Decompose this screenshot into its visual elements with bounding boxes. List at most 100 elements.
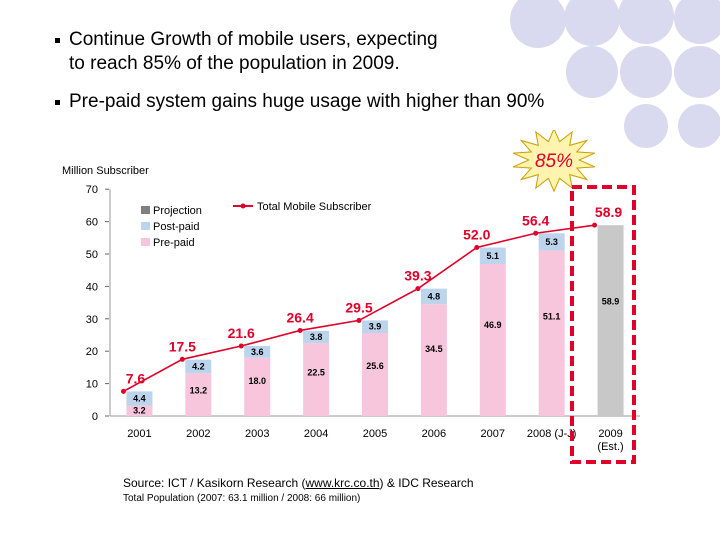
x-tick-label: 2009 xyxy=(598,428,622,440)
bar-postpaid xyxy=(479,247,506,265)
subscriber-chart: Million Subscriber 0 10 20 30 40 50 60 70 3.2 4.4 1… xyxy=(62,130,640,464)
total-value-label: 29.5 xyxy=(345,299,372,315)
prepaid-value-label: 13.2 xyxy=(190,385,208,395)
postpaid-value-label: 4.8 xyxy=(428,291,441,301)
total-value-label: 7.6 xyxy=(126,370,146,386)
bar-postpaid xyxy=(420,288,447,305)
bar-prepaid xyxy=(303,343,330,416)
circle-decor xyxy=(674,46,720,98)
decorative-circles xyxy=(510,0,720,148)
circle-decor xyxy=(620,46,672,98)
bar-prepaid xyxy=(479,264,506,416)
source-note: Source: ICT / Kasikorn Research (www.krc… xyxy=(123,476,474,490)
x-tick-label: 2002 xyxy=(186,428,210,440)
bullet-marker xyxy=(55,38,60,43)
y-tick-label: 40 xyxy=(86,281,98,293)
total-value-label: 56.4 xyxy=(522,212,549,228)
bullet-marker xyxy=(55,100,60,105)
bullet-item: Continue Growth of mobile users, expecti… xyxy=(55,28,715,76)
prepaid-value-label: 3.2 xyxy=(133,406,146,416)
circle-decor xyxy=(678,104,720,148)
circle-decor xyxy=(564,0,620,46)
bar-prepaid xyxy=(244,357,271,416)
bullet-list: Continue Growth of mobile users, expecti… xyxy=(55,28,715,128)
prepaid-value-label: 46.9 xyxy=(484,320,502,330)
bar-projection xyxy=(597,225,624,416)
total-point xyxy=(474,245,480,251)
legend-swatch-projection xyxy=(141,206,150,214)
source-link[interactable]: www.krc.co.th xyxy=(305,476,380,490)
y-tick-label: 50 xyxy=(86,249,98,261)
legend-label-total: Total Mobile Subscriber xyxy=(257,201,372,213)
prepaid-value-label: 51.1 xyxy=(543,312,561,322)
source-prefix: Source: ICT / Kasikorn Research ( xyxy=(123,476,306,490)
y-tick-label: 60 xyxy=(86,217,98,229)
bar-postpaid xyxy=(126,391,153,406)
total-population-note: Total Population (2007: 63.1 million / 2… xyxy=(123,493,361,504)
bar-postpaid xyxy=(362,320,388,334)
legend-swatch-postpaid xyxy=(141,222,150,230)
bar-postpaid xyxy=(244,346,271,358)
circle-decor xyxy=(674,0,720,44)
x-tick-label: 2008 (J-J) xyxy=(527,428,577,440)
bar-prepaid xyxy=(420,304,447,416)
prepaid-value-label: 34.5 xyxy=(425,344,443,354)
total-value-label: 21.6 xyxy=(228,325,255,341)
y-axis-title: Million Subscriber xyxy=(62,165,149,177)
prepaid-value-label: 22.5 xyxy=(307,367,325,377)
x-tick-label: 2001 xyxy=(127,428,151,440)
total-point xyxy=(120,388,126,394)
projection-highlight-box xyxy=(570,185,636,464)
postpaid-value-label: 5.3 xyxy=(545,237,558,247)
x-tick-label: 2007 xyxy=(481,428,505,440)
legend-label-projection: Projection xyxy=(153,205,202,217)
x-tick-label: 2003 xyxy=(245,428,269,440)
starburst-shape xyxy=(512,130,596,193)
bar-prepaid xyxy=(126,405,153,416)
total-value-label: 52.0 xyxy=(463,227,490,243)
bar-prepaid xyxy=(538,250,565,416)
postpaid-value-label: 4.2 xyxy=(192,361,205,371)
bar-postpaid xyxy=(303,330,330,344)
legend-swatch-prepaid xyxy=(141,238,150,246)
y-tick-label: 20 xyxy=(86,346,98,358)
projection-value-label: 58.9 xyxy=(602,296,620,306)
x-tick-label: 2005 xyxy=(363,428,387,440)
postpaid-value-label: 3.8 xyxy=(310,332,323,342)
y-tick-label: 30 xyxy=(86,314,98,326)
circle-decor xyxy=(566,46,618,98)
total-point xyxy=(238,343,244,349)
circle-decor xyxy=(510,0,566,48)
postpaid-value-label: 5.1 xyxy=(487,251,500,261)
total-point xyxy=(533,230,539,236)
total-value-label: 58.9 xyxy=(595,204,622,220)
bar-prepaid xyxy=(185,373,212,416)
bar-postpaid xyxy=(538,233,565,251)
total-point xyxy=(297,327,303,333)
postpaid-value-label: 3.6 xyxy=(251,347,264,357)
source-suffix: ) & IDC Research xyxy=(379,476,474,490)
postpaid-value-label: 3.9 xyxy=(369,322,382,332)
bullet-line: to reach 85% of the population in 2009. xyxy=(69,53,400,74)
total-point xyxy=(415,286,421,292)
postpaid-value-label: 4.4 xyxy=(133,394,146,404)
y-tick-label: 10 xyxy=(86,379,98,391)
total-point xyxy=(356,317,362,323)
legend-label-prepaid: Pre-paid xyxy=(153,237,195,249)
x-tick-label: 2006 xyxy=(422,428,446,440)
bullet-line: Pre-paid system gains huge usage with hi… xyxy=(69,91,545,112)
x-tick-label: (Est.) xyxy=(597,441,623,453)
total-point xyxy=(592,222,598,228)
bar-postpaid xyxy=(185,359,212,374)
bar-prepaid xyxy=(362,333,388,416)
prepaid-value-label: 25.6 xyxy=(366,361,384,371)
circle-decor xyxy=(624,104,668,148)
bullet-line: Continue Growth of mobile users, expecti… xyxy=(69,29,438,50)
prepaid-value-label: 18.0 xyxy=(248,376,266,386)
y-tick-label: 0 xyxy=(92,411,98,423)
total-point xyxy=(179,356,185,362)
total-value-label: 39.3 xyxy=(404,268,431,284)
legend-label-postpaid: Post-paid xyxy=(153,221,199,233)
circle-decor xyxy=(618,0,674,44)
total-value-label: 26.4 xyxy=(286,309,313,325)
